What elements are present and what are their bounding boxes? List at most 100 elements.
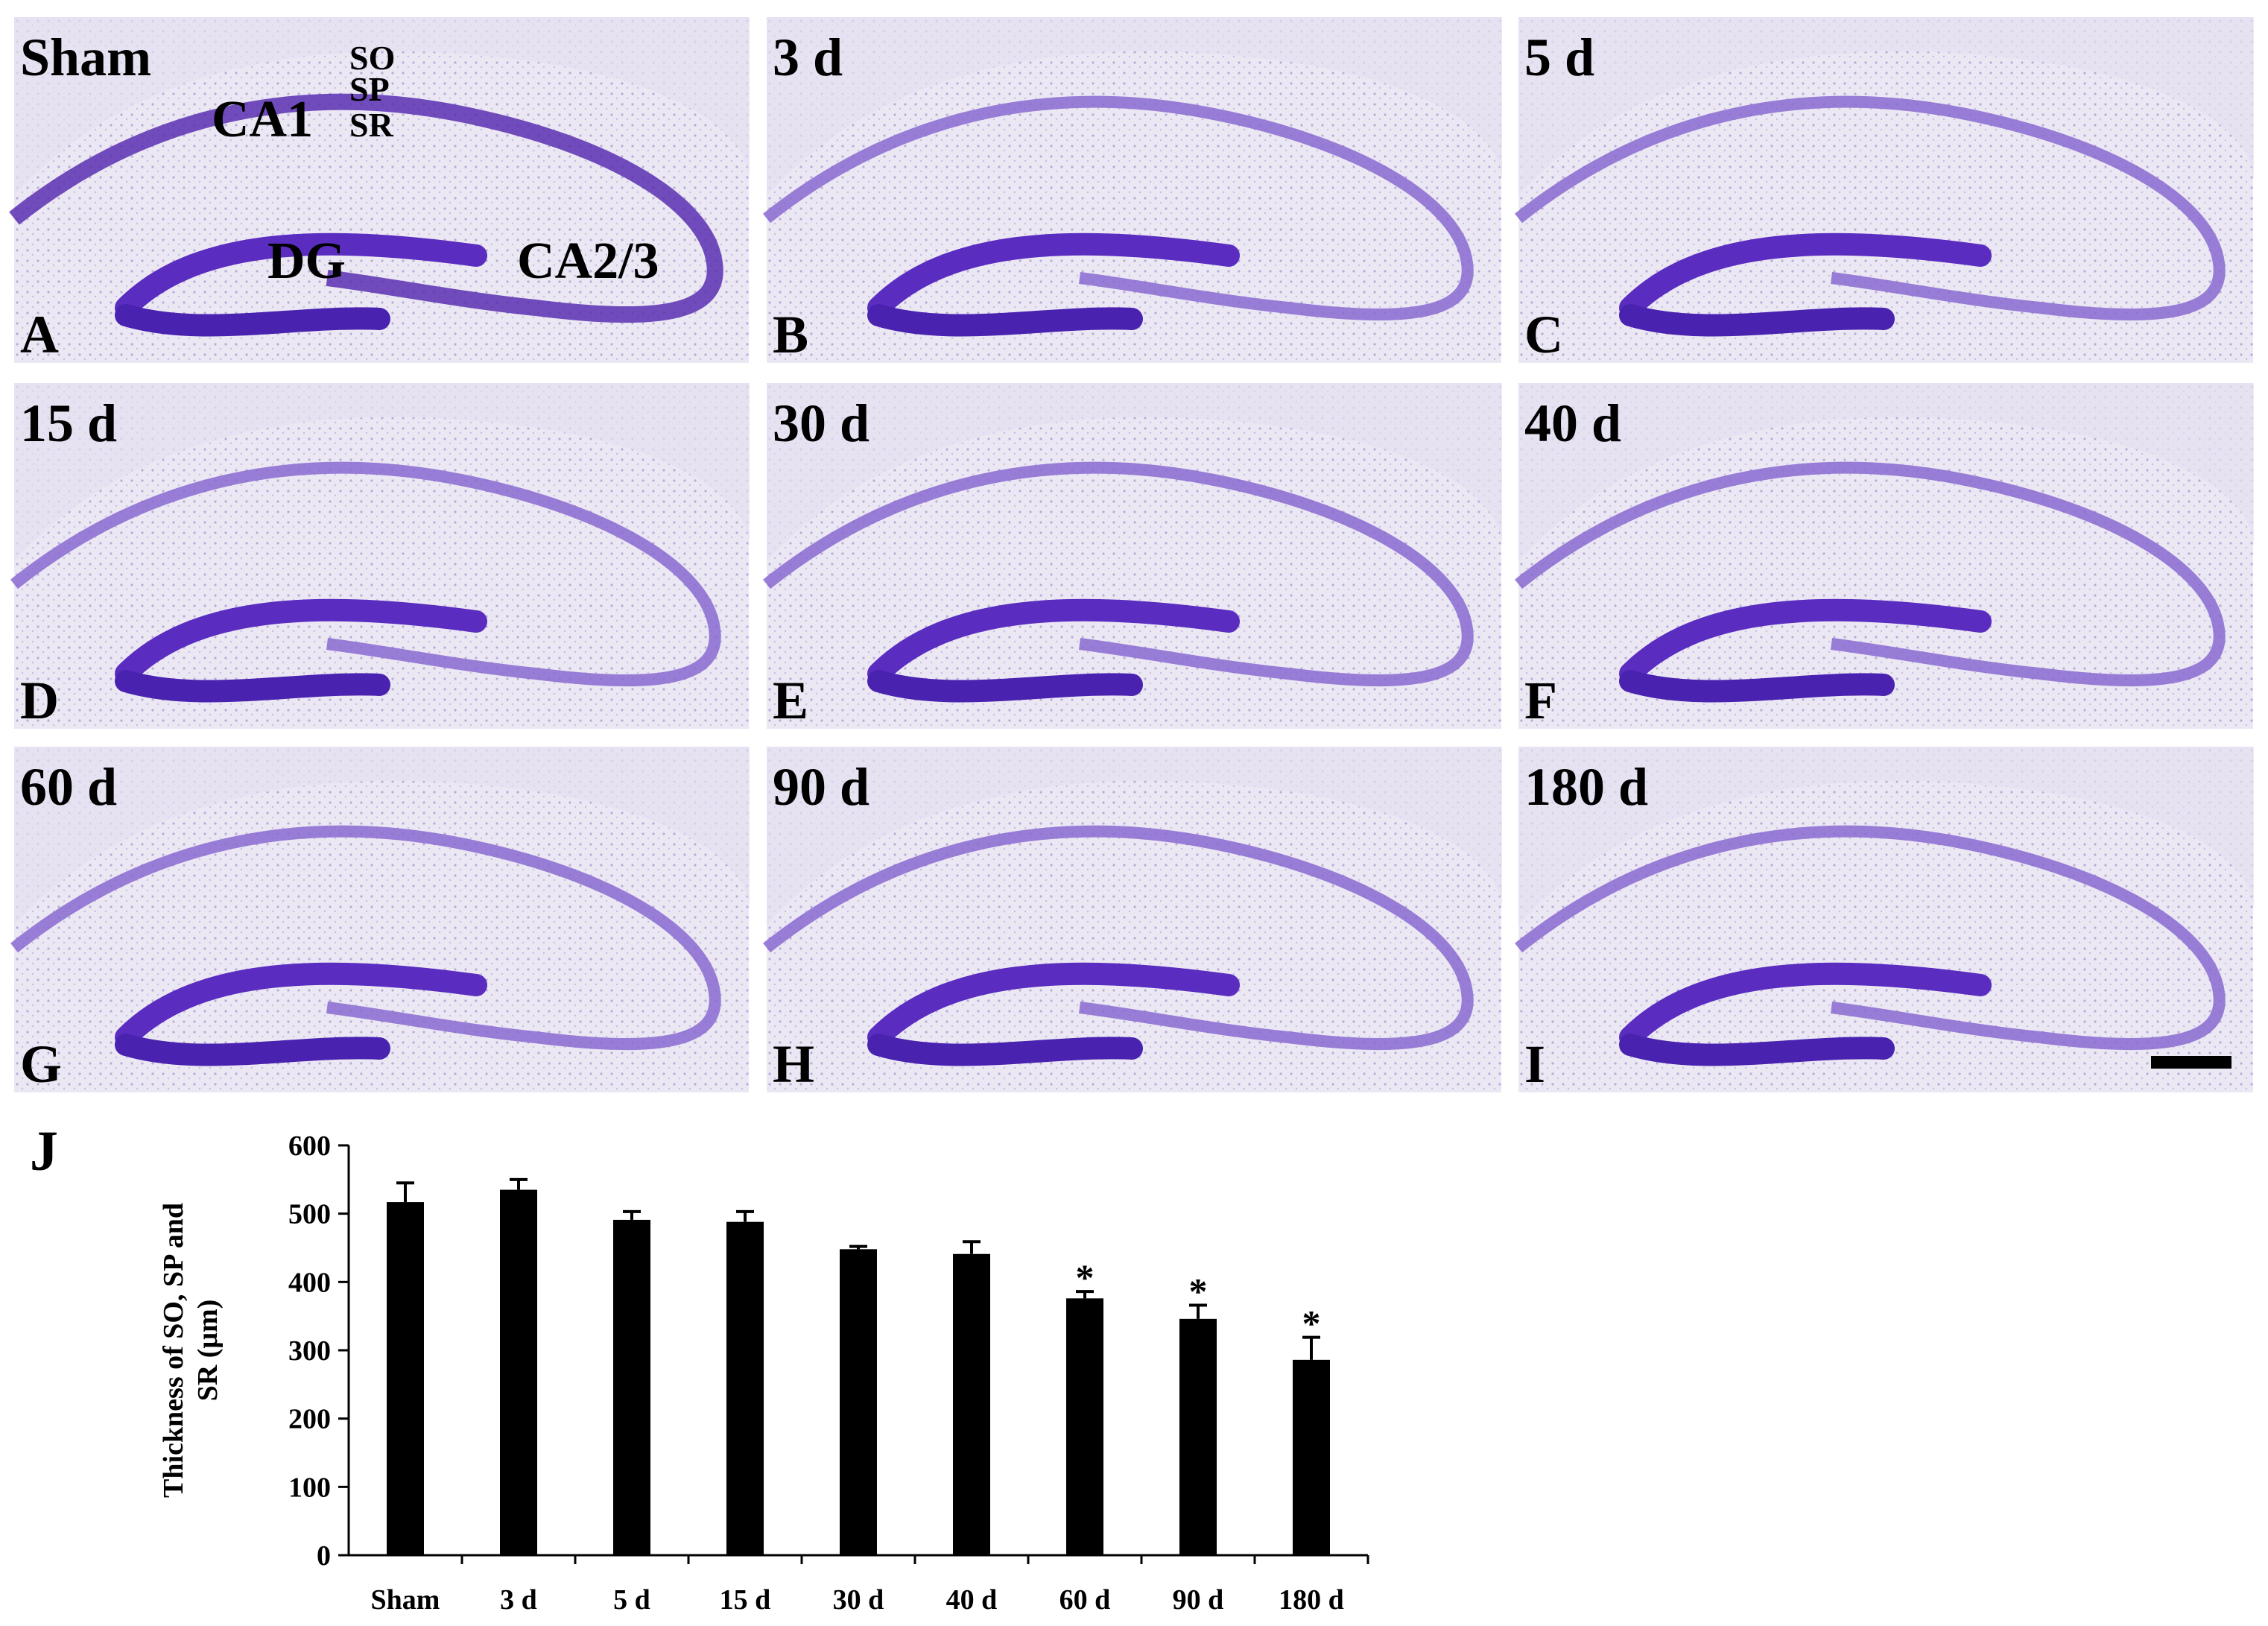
y-tick-label: 400 bbox=[288, 1267, 331, 1298]
dg-lower-blade bbox=[1619, 670, 1895, 703]
dg-upper-blade bbox=[1619, 232, 1992, 319]
ca-pyramidal-layer bbox=[763, 95, 1474, 321]
bar bbox=[840, 1249, 877, 1555]
y-axis-label: SR (μm) bbox=[192, 1300, 224, 1402]
bar bbox=[613, 1219, 650, 1555]
panel-title: 60 d bbox=[20, 757, 117, 817]
white-matter bbox=[14, 747, 750, 926]
region-label: SR bbox=[349, 106, 394, 144]
white-matter bbox=[767, 747, 1502, 926]
bar bbox=[500, 1189, 537, 1555]
panel-title: 15 d bbox=[20, 393, 117, 453]
y-tick-label: 600 bbox=[288, 1130, 331, 1162]
ca-pyramidal-layer bbox=[10, 825, 721, 1051]
white-matter bbox=[1518, 383, 2254, 562]
dg-upper-blade bbox=[115, 232, 487, 319]
ca-pyramidal-layer bbox=[1515, 825, 2226, 1051]
x-tick-label: 90 d bbox=[1173, 1584, 1224, 1616]
ca-pyramidal-layer bbox=[763, 825, 1474, 1051]
white-matter bbox=[767, 383, 1502, 562]
panel-letter: C bbox=[1524, 305, 1563, 364]
dg-upper-blade bbox=[867, 962, 1240, 1048]
panel-letter: J bbox=[30, 1120, 58, 1183]
white-matter bbox=[1518, 17, 2254, 196]
panel-title: 5 d bbox=[1524, 28, 1594, 87]
bar bbox=[1179, 1318, 1217, 1555]
dg-upper-blade bbox=[867, 232, 1240, 319]
significance-marker: * bbox=[1076, 1256, 1095, 1298]
bar bbox=[387, 1202, 424, 1555]
dg-upper-blade bbox=[1619, 962, 1992, 1048]
white-matter bbox=[14, 383, 750, 562]
bar bbox=[1066, 1298, 1103, 1555]
dg-lower-blade bbox=[867, 1034, 1143, 1066]
panel-letter: F bbox=[1524, 671, 1557, 730]
x-tick-label: 3 d bbox=[500, 1584, 537, 1616]
y-tick-label: 0 bbox=[317, 1540, 331, 1572]
dg-upper-blade bbox=[867, 598, 1240, 685]
dg-lower-blade bbox=[115, 670, 390, 703]
region-label: DG bbox=[267, 232, 346, 290]
panel-title: 30 d bbox=[773, 393, 869, 453]
white-matter bbox=[1518, 747, 2254, 926]
panel-title: 180 d bbox=[1524, 757, 1648, 817]
panel-letter: G bbox=[20, 1034, 62, 1094]
micrograph-panel: 5 d C bbox=[1515, 17, 2254, 364]
dg-lower-blade bbox=[1619, 304, 1895, 337]
ca-pyramidal-layer bbox=[1515, 95, 2226, 321]
panel-letter: H bbox=[773, 1034, 814, 1094]
y-tick-label: 200 bbox=[288, 1404, 331, 1435]
dg-lower-blade bbox=[115, 1034, 390, 1066]
bar bbox=[953, 1253, 990, 1555]
dg-upper-blade bbox=[115, 962, 487, 1048]
micrograph-panel: 40 d F bbox=[1515, 383, 2254, 730]
x-tick-label: 180 d bbox=[1279, 1584, 1344, 1616]
panel-title: 3 d bbox=[773, 28, 843, 87]
panel-letter: E bbox=[773, 671, 808, 730]
white-matter bbox=[14, 17, 750, 196]
panel-title: Sham bbox=[20, 28, 151, 87]
scale-bar bbox=[2151, 1056, 2231, 1069]
x-tick-label: 60 d bbox=[1059, 1584, 1111, 1616]
ca-pyramidal-layer bbox=[9, 93, 723, 323]
dg-lower-blade bbox=[1619, 1034, 1895, 1066]
region-label: SP bbox=[349, 70, 390, 108]
region-label: CA2/3 bbox=[517, 232, 659, 290]
x-tick-label: 5 d bbox=[613, 1584, 650, 1616]
x-tick-label: 30 d bbox=[833, 1584, 884, 1616]
significance-marker: * bbox=[1302, 1303, 1321, 1344]
micrograph-panel: 3 d B bbox=[763, 17, 1502, 364]
dg-lower-blade bbox=[115, 304, 390, 337]
micrograph-panel: 180 d I bbox=[1515, 747, 2254, 1094]
dg-lower-blade bbox=[867, 304, 1143, 337]
micrograph-panel: 90 d H bbox=[763, 747, 1502, 1094]
ca-pyramidal-layer bbox=[763, 461, 1474, 687]
panel-letter: I bbox=[1524, 1034, 1545, 1094]
y-tick-label: 300 bbox=[288, 1335, 331, 1367]
white-matter bbox=[767, 17, 1502, 196]
micrograph-panel: 15 d D bbox=[10, 383, 750, 730]
panel-letter: A bbox=[20, 305, 59, 364]
y-tick-label: 500 bbox=[288, 1199, 331, 1230]
significance-marker: * bbox=[1189, 1271, 1208, 1312]
panel-letter: D bbox=[20, 671, 59, 730]
bar bbox=[1293, 1359, 1330, 1555]
region-label: CA1 bbox=[212, 91, 313, 148]
x-tick-label: 40 d bbox=[946, 1584, 998, 1616]
panel-letter: B bbox=[773, 305, 808, 364]
x-tick-label: Sham bbox=[371, 1584, 440, 1616]
x-tick-label: 15 d bbox=[720, 1584, 771, 1616]
dg-upper-blade bbox=[1619, 598, 1992, 685]
micrograph-panel: 30 d E bbox=[763, 383, 1502, 730]
ca-pyramidal-layer bbox=[10, 461, 721, 687]
bar bbox=[726, 1221, 764, 1555]
dg-upper-blade bbox=[115, 598, 487, 685]
ca-pyramidal-layer bbox=[1515, 461, 2226, 687]
y-tick-label: 100 bbox=[288, 1472, 331, 1503]
panel-title: 90 d bbox=[773, 757, 869, 817]
region-label: SO bbox=[349, 39, 395, 77]
y-axis-label: Thickness of SO, SP and bbox=[158, 1203, 189, 1498]
micrograph-panel: 60 d G bbox=[10, 747, 750, 1094]
